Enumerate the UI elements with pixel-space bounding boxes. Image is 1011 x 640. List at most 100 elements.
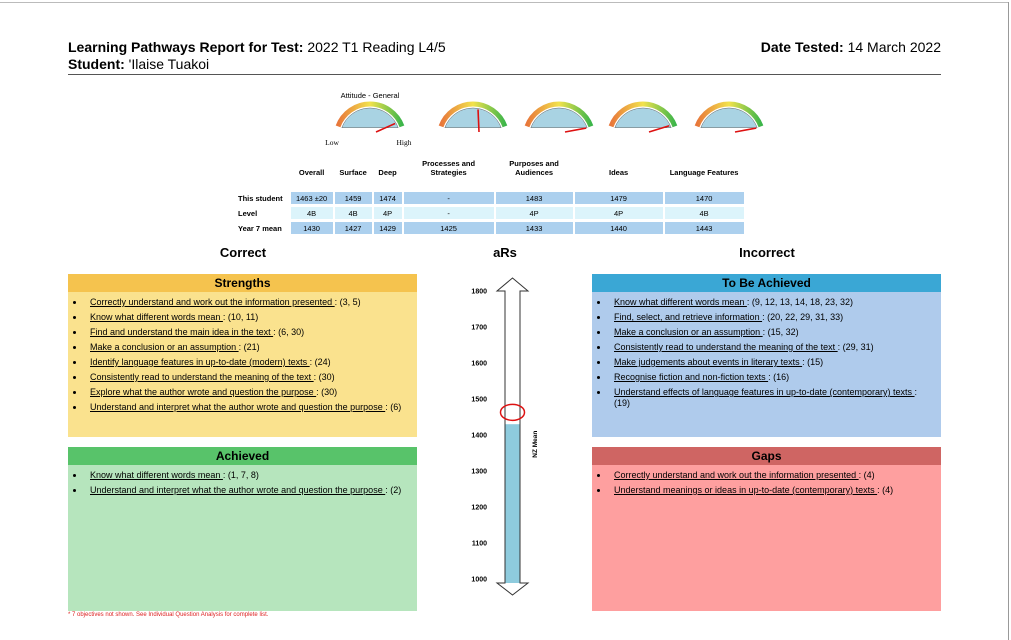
objective-text: Understand and interpret what the author… — [90, 402, 386, 412]
table-cell: 1427 — [334, 222, 372, 234]
objective-item: Make judgements about events in literary… — [609, 357, 931, 368]
table-cell: 1440 — [574, 222, 663, 234]
objective-text: Make judgements about events in literary… — [614, 357, 803, 367]
row-label: Year 7 mean — [238, 223, 282, 233]
objective-text: Know what different words mean — [90, 312, 223, 322]
header-rule — [68, 74, 941, 75]
objective-text: Identify language features in up-to-date… — [90, 357, 310, 367]
nz-mean-label: NZ Mean — [532, 431, 539, 458]
student: Student: 'Ilaise Tuakoi — [68, 56, 209, 72]
objective-item: Understand and interpret what the author… — [85, 485, 407, 496]
corner — [238, 159, 289, 189]
objective-refs: : (6, 30) — [273, 327, 305, 337]
objective-text: Make a conclusion or an assumption — [614, 327, 763, 337]
objective-item: Know what different words mean : (1, 7, … — [85, 470, 407, 481]
objective-item: Know what different words mean : (10, 11… — [85, 312, 407, 323]
objective-refs: : (15, 32) — [762, 327, 799, 337]
column-header: Ideas — [609, 168, 629, 177]
gauge-face — [341, 107, 399, 128]
table-row: Level 4B 4B 4P -4P 4P 4B — [238, 207, 744, 219]
objective-item: Find, select, and retrieve information :… — [609, 312, 931, 323]
gauge-rim — [335, 101, 405, 128]
objective-refs: : (6) — [385, 402, 402, 412]
gauge-face — [444, 107, 502, 128]
objective-text: Consistently read to understand the mean… — [90, 372, 314, 382]
scale-tick-label: 1700 — [471, 325, 487, 332]
table-cell: 1433 — [495, 222, 573, 234]
incorrect-heading: Incorrect — [739, 245, 795, 260]
objective-text: Correctly understand and work out the in… — [90, 297, 335, 307]
objective-text: Consistently read to understand the mean… — [614, 342, 838, 352]
to-be-achieved-panel: To Be Achieved Know what different words … — [592, 274, 941, 437]
objective-refs: : (19) — [614, 387, 918, 408]
table-cell: 1463 ±20 — [290, 192, 333, 204]
objective-item: Understand and interpret what the author… — [85, 402, 407, 413]
objective-item: Make a conclusion or an assumption : (15… — [609, 327, 931, 338]
table-cell: 4P — [373, 207, 402, 219]
objective-text: Understand meanings or ideas in up-to-da… — [614, 485, 878, 495]
objective-refs: : (4) — [858, 470, 875, 480]
gauge-rim — [608, 101, 678, 128]
column-header: Language Features — [669, 168, 739, 177]
objective-item: Explore what the author wrote and questi… — [85, 387, 407, 398]
objective-text: Explore what the author wrote and questi… — [90, 387, 317, 397]
objective-refs: : (10, 11) — [222, 312, 259, 322]
table-cell: - — [403, 207, 494, 219]
scale-heading: aRs — [493, 245, 517, 260]
objective-text: Understand and interpret what the author… — [90, 485, 386, 495]
gauge-needle — [375, 122, 396, 133]
objective-item: Find and understand the main idea in the… — [85, 327, 407, 338]
table-cell: 4B — [334, 207, 372, 219]
scale-tick-label: 1300 — [471, 469, 487, 476]
objective-refs: : (21) — [238, 342, 260, 352]
gauge-rim — [524, 101, 594, 128]
table-cell: 1430 — [290, 222, 333, 234]
table-cell: 1483 — [495, 192, 573, 204]
objective-refs: : (29, 31) — [837, 342, 874, 352]
scale-tick-label: 1800 — [471, 289, 487, 296]
date-value: 14 March 2022 — [847, 39, 941, 55]
scale-tick-label: 1200 — [471, 505, 487, 512]
objective-refs: : (16) — [768, 372, 790, 382]
objective-text: Make a conclusion or an assumption — [90, 342, 239, 352]
objective-item: Recognise fiction and non-fiction texts … — [609, 372, 931, 383]
achieved-panel: Achieved Know what different words mean :… — [68, 447, 417, 611]
objective-text: Correctly understand and work out the in… — [614, 470, 859, 480]
scale-tick-label: 1000 — [471, 577, 487, 584]
objective-item: Consistently read to understand the mean… — [85, 372, 407, 383]
scale-tick-label: 1500 — [471, 397, 487, 404]
objective-item: Make a conclusion or an assumption : (21… — [85, 342, 407, 353]
scale-tick-label: 1600 — [471, 361, 487, 368]
title-value: 2022 T1 Reading L4/5 — [307, 39, 446, 55]
objective-item: Consistently read to understand the mean… — [609, 342, 931, 353]
objective-text: Understand effects of language features … — [614, 387, 915, 397]
scale-tick-label: 1100 — [472, 541, 487, 548]
table-cell: 1474 — [373, 192, 402, 204]
objective-refs: : (24) — [309, 357, 331, 367]
score-table: Overall Surface Deep Processes and Strategi… — [236, 156, 746, 237]
table-cell: 1459 — [334, 192, 372, 204]
panel-title: Gaps — [592, 447, 941, 465]
objective-refs: : (30) — [313, 372, 335, 382]
objective-item: Know what different words mean : (9, 12,… — [609, 297, 931, 308]
objective-text: Find, select, and retrieve information — [614, 312, 763, 322]
objective-refs: : (15) — [802, 357, 824, 367]
report-title: Learning Pathways Report for Test: 2022 … — [68, 39, 446, 55]
objective-item: Correctly understand and work out the in… — [609, 470, 931, 481]
objective-refs: : (4) — [877, 485, 894, 495]
objective-refs: : (20, 22, 29, 31, 33) — [762, 312, 844, 322]
row-label: This student — [238, 193, 283, 203]
student-marker — [499, 403, 526, 422]
date-label: Date Tested: — [760, 39, 844, 55]
objective-text: Find and understand the main idea in the… — [90, 327, 274, 337]
panel-title: Achieved — [68, 447, 417, 465]
gauge-low: Low — [325, 138, 339, 147]
table-cell: 1479 — [574, 192, 663, 204]
objective-text: Know what different words mean — [614, 297, 747, 307]
table-row: This student 1463 ±20 1459 1474-1483 1479 147… — [238, 192, 744, 204]
gaps-panel: Gaps Correctly understand and work out th… — [592, 447, 941, 611]
table-cell: - — [403, 192, 494, 204]
score-table-wrap: Overall Surface Deep Processes and Strategi… — [236, 156, 746, 237]
table-cell: 4P — [574, 207, 663, 219]
